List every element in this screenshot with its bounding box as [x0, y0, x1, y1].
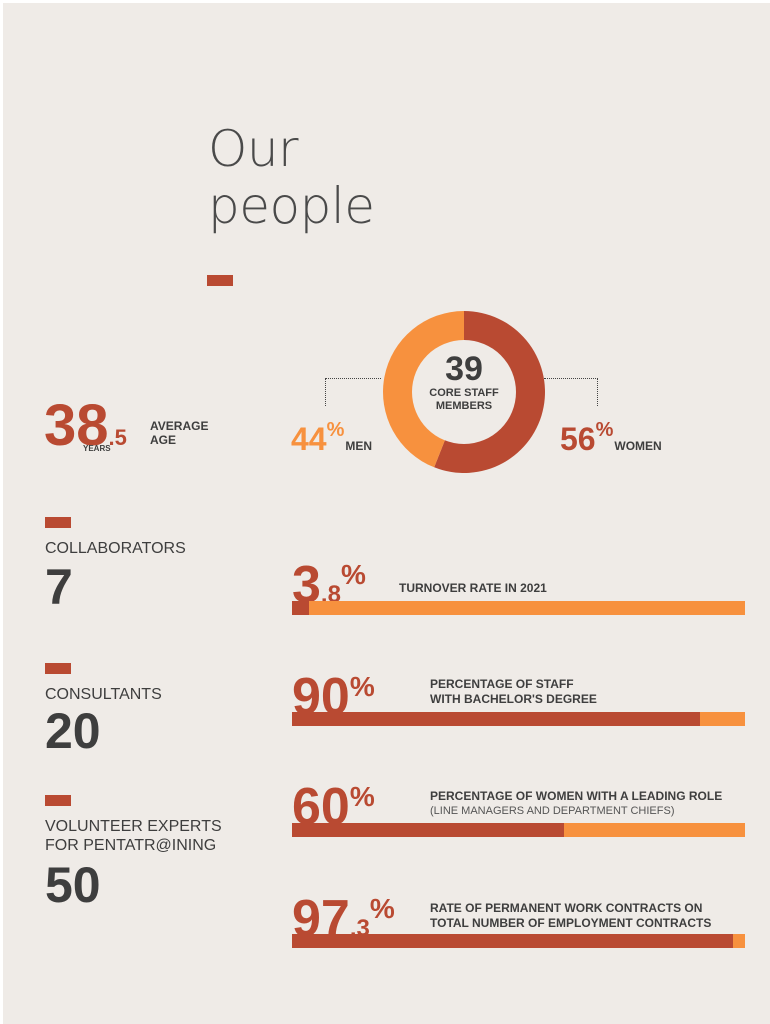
stat-pct: % [340, 559, 366, 590]
women-stat: 56%WOMEN [560, 419, 662, 456]
stat-label-line-2: WITH BACHELOR'S DEGREE [430, 692, 597, 706]
donut-center: 39 CORE STAFF MEMBERS [403, 351, 525, 413]
stat-bar-fill-0 [292, 601, 310, 615]
age-label: AVERAGE AGE [150, 419, 208, 447]
collaborators-label: COLLABORATORS [45, 540, 186, 557]
staff-label-line-2: MEMBERS [435, 400, 493, 412]
stat-label-line-1: PERCENTAGE OF WOMEN WITH A LEADING ROLE [430, 789, 723, 803]
age-label-line-2: AGE [150, 433, 177, 447]
staff-count: 39 [445, 350, 483, 388]
title-line-1: Our [208, 120, 299, 178]
staff-label-line-1: CORE STAFF [429, 387, 499, 399]
volunteers-label: VOLUNTEER EXPERTS FOR PENTATR@INING [45, 817, 222, 855]
title-line-2: people [208, 177, 375, 235]
consultants-value: 20 [45, 703, 101, 759]
men-leader-h [325, 378, 381, 379]
stat-bar-track-0 [292, 601, 745, 615]
stat-label-3: RATE OF PERMANENT WORK CONTRACTS ON TOTAL… [430, 901, 711, 931]
stat-label-line-2: TOTAL NUMBER OF EMPLOYMENT CONTRACTS [430, 916, 712, 930]
stat-label-0: TURNOVER RATE IN 2021 [399, 581, 547, 596]
page-title: Our people [208, 121, 508, 235]
stat-bar-fill-2 [292, 823, 564, 837]
stat-pct: % [369, 893, 395, 924]
age-unit: YEARS [83, 444, 111, 453]
men-pct: % [326, 419, 345, 441]
age-label-line-1: AVERAGE [150, 419, 209, 433]
stat-sublabel: (LINE MANAGERS AND DEPARTMENT CHIEFS) [430, 805, 675, 817]
volunteers-label-line-2: FOR PENTATR@INING [45, 837, 217, 854]
stat-bar-track-3 [292, 934, 745, 948]
title-dash [207, 275, 233, 286]
women-leader-v [597, 378, 598, 406]
infographic-page: Our people 38.5 YEARS AVERAGE AGE 39 COR… [3, 3, 770, 1024]
women-pct: % [595, 419, 614, 441]
women-leader-h [544, 378, 598, 379]
women-label: WOMEN [614, 439, 662, 453]
volunteers-dash [45, 795, 71, 806]
stat-bar-fill-1 [292, 712, 700, 726]
volunteers-label-line-1: VOLUNTEER EXPERTS [45, 818, 222, 835]
stat-label-line-1: RATE OF PERMANENT WORK CONTRACTS ON [430, 901, 703, 915]
stat-pct: % [349, 781, 375, 812]
stat-label-1: PERCENTAGE OF STAFF WITH BACHELOR'S DEGRE… [430, 677, 597, 707]
stat-bar-track-2 [292, 823, 745, 837]
consultants-label: CONSULTANTS [45, 686, 162, 703]
donut-hole [412, 340, 516, 444]
gender-donut-chart [383, 311, 545, 473]
consultants-dash [45, 663, 71, 674]
women-value: 56 [560, 421, 596, 457]
age-integer: 38 [44, 393, 109, 458]
stat-bar-track-1 [292, 712, 745, 726]
men-value: 44 [291, 421, 327, 457]
collaborators-dash [45, 517, 71, 528]
collaborators-value: 7 [45, 559, 73, 615]
men-leader-v [325, 378, 326, 406]
men-stat: 44%MEN [291, 419, 372, 456]
stat-bar-fill-3 [292, 934, 733, 948]
volunteers-value: 50 [45, 857, 101, 913]
stat-label-2: PERCENTAGE OF WOMEN WITH A LEADING ROLE (… [430, 789, 722, 818]
age-value: 38.5 [44, 397, 127, 467]
men-label: MEN [345, 439, 373, 453]
stat-pct: % [349, 671, 375, 702]
stat-label-line-1: PERCENTAGE OF STAFF [430, 677, 574, 691]
stat-label-line-1: TURNOVER RATE IN 2021 [399, 581, 547, 595]
age-decimal: .5 [108, 425, 127, 450]
